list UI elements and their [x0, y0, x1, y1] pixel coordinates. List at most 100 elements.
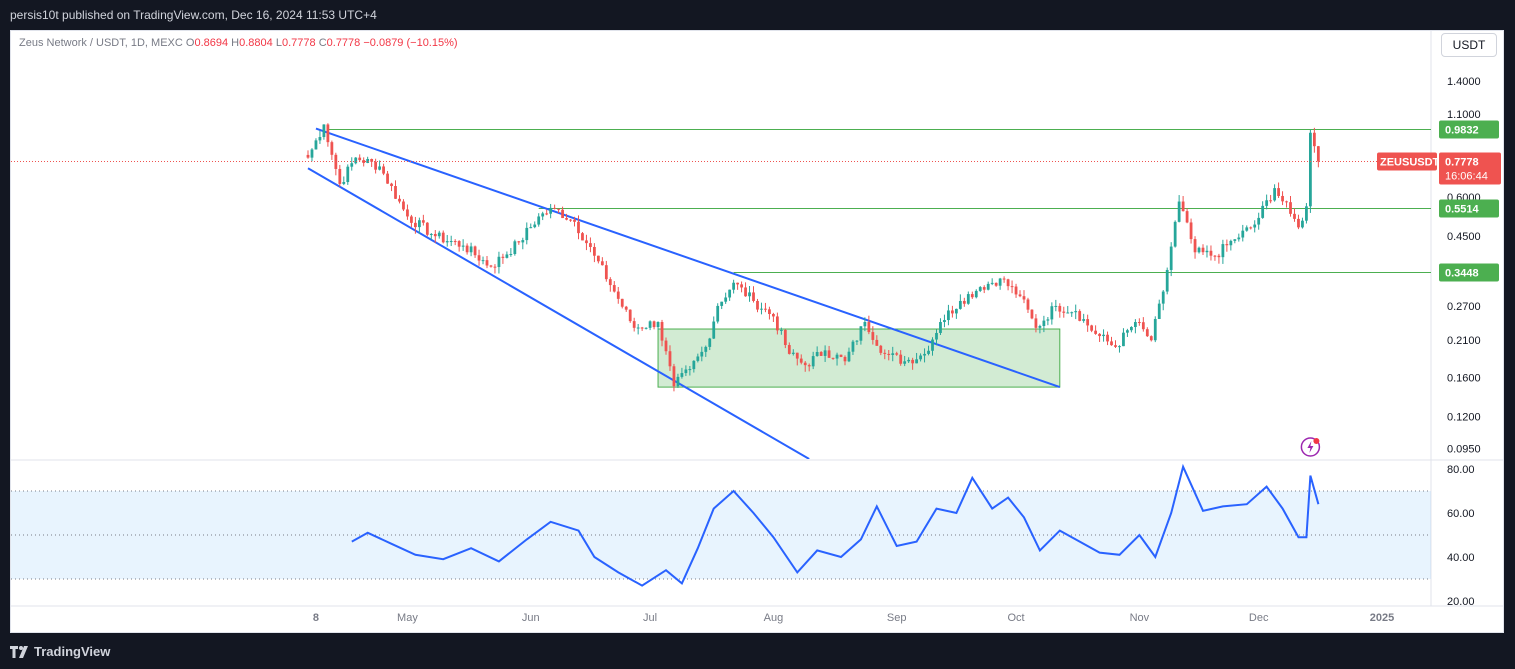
candle-body: [843, 356, 847, 362]
candle-body: [322, 124, 326, 138]
candle-body: [1197, 247, 1201, 253]
candle-body: [338, 168, 342, 184]
candle-body: [473, 246, 477, 256]
time-tick-label: 2025: [1370, 612, 1394, 624]
candle-body: [477, 255, 481, 261]
candle-body: [362, 160, 366, 163]
candle-body: [549, 207, 553, 214]
candle-body: [1305, 206, 1308, 221]
candle-body: [600, 261, 604, 266]
candle-body: [970, 294, 974, 298]
candle-body: [509, 254, 513, 256]
candle-body: [1181, 201, 1185, 212]
candle-body: [1249, 227, 1253, 229]
candle-body: [1229, 240, 1233, 246]
symbol-tag-label: ZEUSUSDT: [1380, 156, 1440, 168]
candle-body: [437, 232, 441, 237]
candle-body: [604, 265, 608, 280]
candle-body: [1114, 345, 1117, 347]
chart-frame[interactable]: Zeus Network / USDT, 1D, MEXC O0.8694 H0…: [10, 30, 1504, 633]
symbol-tag-bg: [1377, 152, 1437, 171]
candle-body: [1062, 311, 1066, 313]
candle-body: [529, 227, 533, 229]
candle-body: [1237, 237, 1241, 240]
candle-body: [561, 209, 564, 219]
candle-body: [1098, 333, 1101, 337]
candle-body: [350, 163, 354, 167]
candle-body: [1038, 326, 1042, 328]
candle-body: [1153, 319, 1157, 341]
candle-body: [783, 329, 787, 346]
candle-body: [994, 282, 998, 286]
level-tag-label: 0.9832: [1445, 124, 1479, 136]
candle-body: [1066, 312, 1070, 314]
candle-body: [903, 361, 907, 364]
time-tick-label: Dec: [1249, 612, 1269, 624]
candle-body: [433, 233, 437, 237]
candle-body: [716, 305, 720, 322]
trendline-0: [315, 127, 1061, 389]
candle-body: [382, 166, 385, 174]
legend-open-value: 0.8694: [194, 37, 229, 49]
candle-body: [1169, 246, 1173, 270]
candle-body: [760, 308, 763, 310]
candle-body: [1006, 279, 1010, 287]
candle-body: [664, 340, 668, 352]
symbol-legend: Zeus Network / USDT, 1D, MEXC O0.8694 H0…: [19, 37, 458, 49]
rsi-tick-label: 80.00: [1447, 464, 1475, 476]
candle-body: [855, 340, 859, 342]
legend-high-value: 0.8804: [239, 37, 273, 49]
candle-body: [859, 326, 863, 341]
candle-body: [704, 346, 708, 352]
candle-body: [676, 376, 680, 387]
tradingview-logo[interactable]: TradingView: [10, 644, 110, 659]
candle-body: [485, 260, 489, 266]
candle-body: [577, 221, 580, 234]
legend-close-value: 0.7778: [326, 37, 361, 49]
candle-body: [1122, 332, 1125, 347]
candle-body: [533, 224, 537, 228]
candle-body: [1209, 250, 1213, 256]
candle-body: [1002, 278, 1006, 280]
candle-body: [1241, 230, 1245, 238]
candle-body: [581, 233, 584, 241]
price-tick-label: 0.4500: [1447, 231, 1481, 243]
candle-body: [803, 362, 807, 366]
candle-body: [497, 256, 501, 268]
candle-body: [1273, 188, 1276, 201]
candle-body: [465, 245, 469, 253]
candle-body: [1165, 269, 1169, 292]
candle-body: [879, 345, 883, 353]
candle-body: [414, 222, 417, 228]
candle-body: [1082, 319, 1086, 321]
candle-body: [1149, 336, 1153, 341]
candle-body: [425, 222, 429, 235]
candle-body: [736, 282, 739, 285]
candle-body: [772, 313, 775, 317]
accumulation-zone: [657, 328, 1061, 388]
candle-body: [441, 232, 445, 243]
candle-body: [1126, 330, 1129, 333]
candle-body: [748, 292, 751, 297]
legend-open-label: O: [185, 37, 195, 49]
time-tick-label: Aug: [764, 612, 784, 624]
candle-body: [314, 140, 318, 150]
candle-body: [931, 339, 934, 351]
legend-close-label: C: [318, 37, 327, 49]
candle-body: [728, 289, 732, 298]
candle-body: [823, 350, 827, 356]
price-chart-svg[interactable]: 1.40001.10000.60000.45000.27000.21000.16…: [11, 31, 1503, 632]
footer-bar: TradingView: [0, 634, 1515, 669]
candle-body: [787, 345, 791, 354]
currency-button[interactable]: USDT: [1441, 33, 1497, 57]
candle-body: [1054, 305, 1058, 307]
candle-body: [620, 298, 624, 307]
legend-pair: Zeus Network / USDT, 1D, MEXC: [19, 37, 183, 49]
candle-body: [1205, 250, 1209, 253]
candle-body: [795, 352, 799, 359]
candle-body: [1050, 306, 1054, 320]
legend-change: −0.0879 (−10.15%): [363, 37, 458, 49]
candle-body: [1141, 322, 1145, 330]
price-tick-label: 1.4000: [1447, 76, 1481, 88]
candle-body: [469, 246, 473, 253]
